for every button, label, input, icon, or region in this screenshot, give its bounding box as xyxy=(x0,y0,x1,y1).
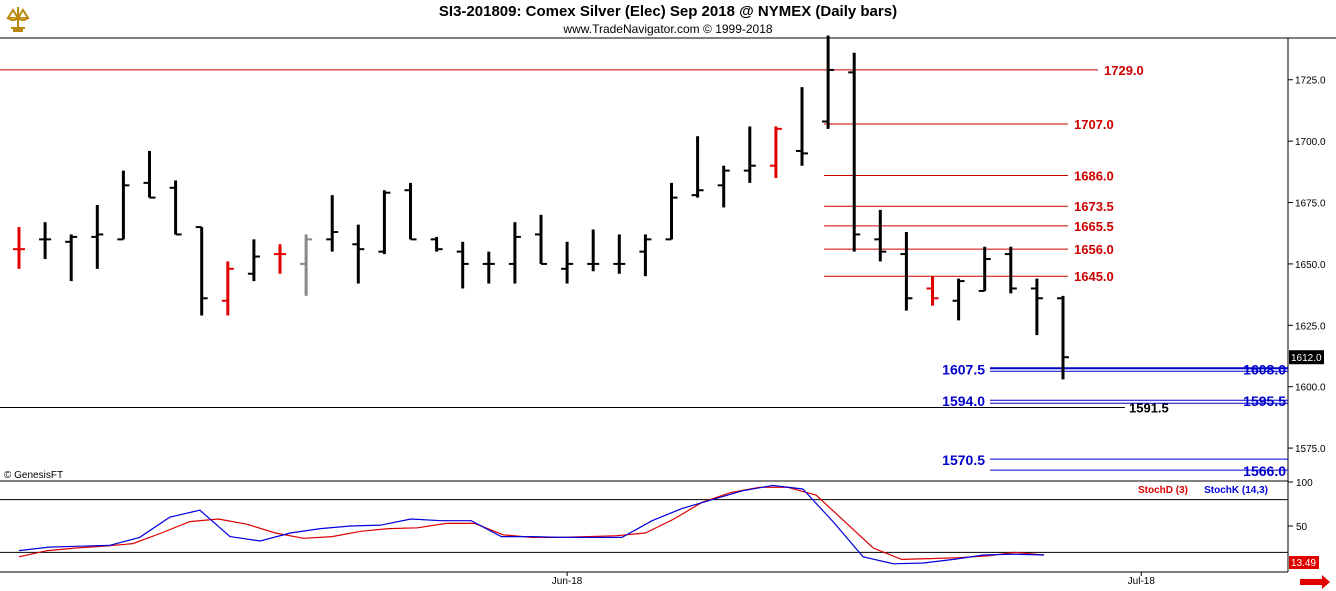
stoch-y-tick-label: 100 xyxy=(1296,478,1313,489)
resistance-label: 1707.0 xyxy=(1074,117,1114,132)
support-label-right: 1608.0 xyxy=(1243,361,1286,377)
resistance-label: 1673.5 xyxy=(1074,199,1114,214)
stoch-last-box xyxy=(1289,556,1319,569)
y-tick-label: 1675.0 xyxy=(1295,199,1326,210)
y-tick-label: 1575.0 xyxy=(1295,444,1326,455)
resistance-label: 1656.0 xyxy=(1074,242,1114,257)
watermark: © GenesisFT xyxy=(4,470,63,481)
x-axis-background xyxy=(0,572,1336,591)
chart-header: SI3-201809: Comex Silver (Elec) Sep 2018… xyxy=(0,0,1336,38)
y-tick-label: 1650.0 xyxy=(1295,260,1326,271)
legend-stochd: StochD (3) xyxy=(1138,485,1188,496)
support-label-right: 1566.0 xyxy=(1243,463,1286,479)
support-label-right: 1595.5 xyxy=(1243,393,1286,409)
logo-icon xyxy=(4,4,32,34)
resistance-label: 1686.0 xyxy=(1074,169,1114,184)
support-label-left: 1594.0 xyxy=(942,393,985,409)
y-tick-label: 1700.0 xyxy=(1295,137,1326,148)
last-price-box xyxy=(1289,350,1324,365)
support-black-label: 1591.5 xyxy=(1129,401,1169,416)
support-label-left: 1607.5 xyxy=(942,361,985,377)
x-tick-label: Jun-18 xyxy=(552,576,583,587)
last-price-label: 1612.0 xyxy=(1291,353,1322,364)
y-tick-label: 1625.0 xyxy=(1295,321,1326,332)
y-tick-label: 1600.0 xyxy=(1295,383,1326,394)
stoch-last-label: 13.49 xyxy=(1291,558,1316,569)
stochk-line xyxy=(18,484,1045,565)
scroll-right-arrow-icon[interactable] xyxy=(1300,575,1330,589)
resistance-label: 1665.5 xyxy=(1074,219,1114,234)
chart-title: SI3-201809: Comex Silver (Elec) Sep 2018… xyxy=(438,3,898,20)
support-label-left: 1570.5 xyxy=(942,452,985,468)
resistance-label: 1729.0 xyxy=(1104,63,1144,78)
stoch-y-tick-label: 50 xyxy=(1296,522,1308,533)
y-tick-label: 1725.0 xyxy=(1295,76,1326,87)
resistance-label: 1645.0 xyxy=(1074,269,1114,284)
legend-stochk: StochK (14,3) xyxy=(1204,485,1268,496)
chart-subtitle: www.TradeNavigator.com © 1999-2018 xyxy=(563,22,773,36)
x-tick-label: Jul-18 xyxy=(1128,576,1156,587)
chart-background xyxy=(0,38,1336,591)
stochd-line xyxy=(18,486,1045,561)
